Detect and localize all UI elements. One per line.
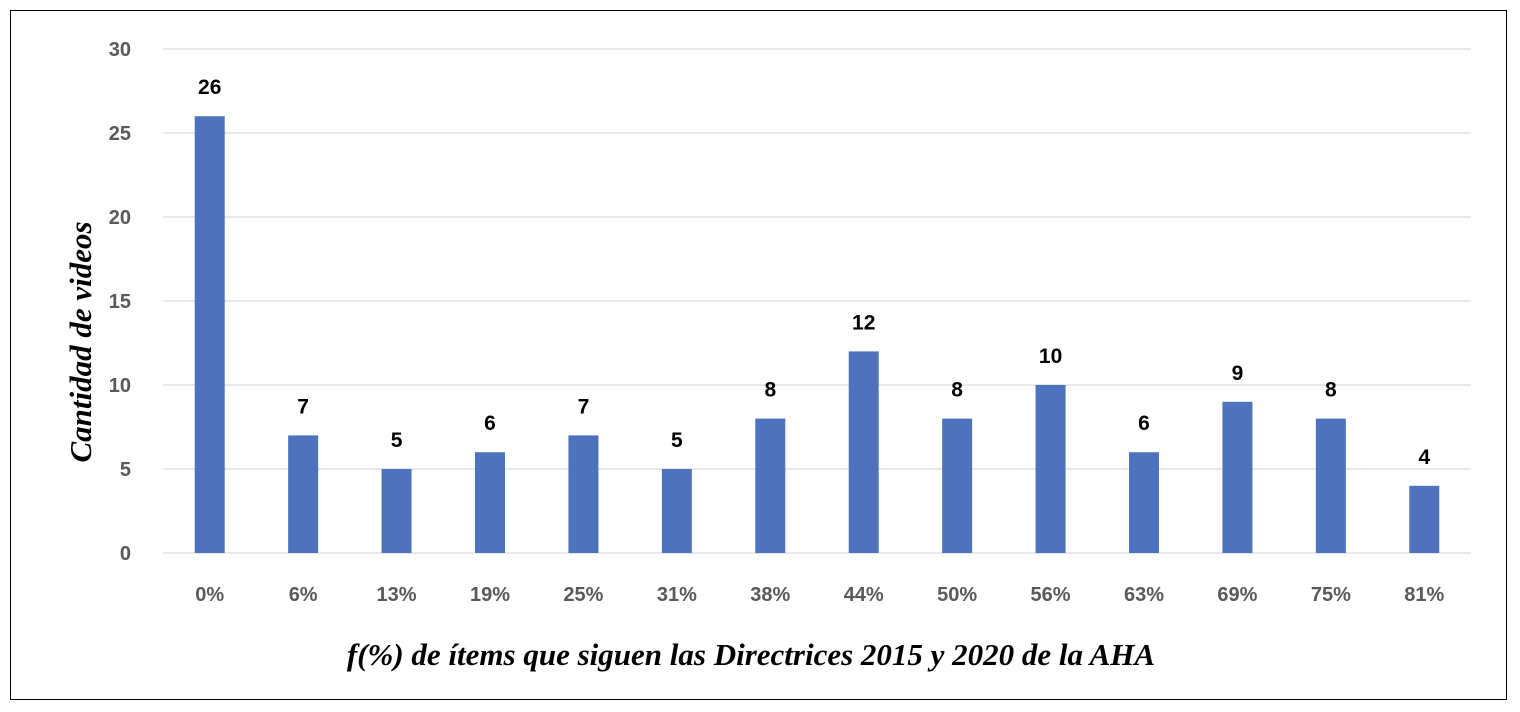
bar bbox=[942, 418, 973, 553]
data-label: 6 bbox=[1138, 412, 1150, 435]
x-axis-ticks: 0% 6% 13% 19% 25% 31% 38% 44% 50% 56% 63% 69% 75% 81% bbox=[195, 584, 1444, 606]
y-tick-label: 25 bbox=[109, 123, 131, 145]
data-label: 10 bbox=[1039, 345, 1062, 368]
x-axis-title: f(%) de ítems que siguen las Directrices… bbox=[347, 637, 1155, 672]
x-tick-label: 56% bbox=[1031, 584, 1071, 606]
x-tick-label: 13% bbox=[377, 584, 417, 606]
bar bbox=[475, 452, 505, 553]
bar bbox=[381, 469, 412, 553]
y-tick-label: 5 bbox=[120, 459, 131, 481]
bar bbox=[755, 418, 786, 553]
x-tick-label: 0% bbox=[195, 584, 224, 606]
x-tick-label: 69% bbox=[1217, 584, 1257, 606]
bar bbox=[848, 351, 879, 553]
data-label: 5 bbox=[391, 429, 403, 452]
chart-frame: 0 5 10 15 20 25 30 0% 6% 13% 19% 25% 31% 38% 44% 50% 56… bbox=[10, 10, 1507, 700]
x-tick-label: 63% bbox=[1124, 584, 1164, 606]
data-label: 12 bbox=[852, 311, 875, 334]
data-label: 8 bbox=[1325, 379, 1337, 402]
data-label: 6 bbox=[484, 412, 496, 435]
bar bbox=[1222, 401, 1253, 553]
data-labels: 26 7 5 6 7 5 8 12 8 10 6 9 8 4 bbox=[198, 76, 1430, 469]
bar bbox=[1035, 385, 1066, 553]
x-tick-label: 75% bbox=[1311, 584, 1351, 606]
y-tick-label: 30 bbox=[109, 39, 131, 61]
x-tick-label: 38% bbox=[750, 584, 790, 606]
data-label: 9 bbox=[1232, 362, 1244, 385]
data-label: 4 bbox=[1418, 446, 1430, 469]
x-tick-label: 19% bbox=[470, 584, 510, 606]
data-label: 7 bbox=[297, 395, 309, 418]
bar bbox=[1315, 418, 1346, 553]
x-tick-label: 81% bbox=[1404, 584, 1444, 606]
x-tick-label: 25% bbox=[563, 584, 603, 606]
bar bbox=[661, 469, 692, 553]
data-label: 26 bbox=[198, 76, 221, 99]
data-label: 7 bbox=[578, 395, 590, 418]
x-tick-label: 6% bbox=[289, 584, 318, 606]
bar bbox=[568, 435, 599, 553]
x-tick-label: 31% bbox=[657, 584, 697, 606]
y-tick-label: 10 bbox=[109, 375, 131, 397]
y-axis-title: Cantidad de videos bbox=[63, 221, 98, 462]
bar bbox=[288, 435, 319, 553]
data-label: 8 bbox=[951, 379, 963, 402]
x-tick-label: 44% bbox=[844, 584, 884, 606]
gridlines bbox=[163, 48, 1471, 554]
y-tick-label: 15 bbox=[109, 291, 131, 313]
y-tick-label: 0 bbox=[120, 543, 131, 565]
x-tick-label: 50% bbox=[937, 584, 977, 606]
bar bbox=[1129, 452, 1159, 553]
y-axis-ticks: 0 5 10 15 20 25 30 bbox=[109, 39, 131, 565]
y-tick-label: 20 bbox=[109, 207, 131, 229]
data-label: 8 bbox=[764, 379, 776, 402]
bar bbox=[194, 116, 225, 553]
bars bbox=[194, 116, 1440, 553]
bar bbox=[1409, 485, 1440, 553]
data-label: 5 bbox=[671, 429, 683, 452]
